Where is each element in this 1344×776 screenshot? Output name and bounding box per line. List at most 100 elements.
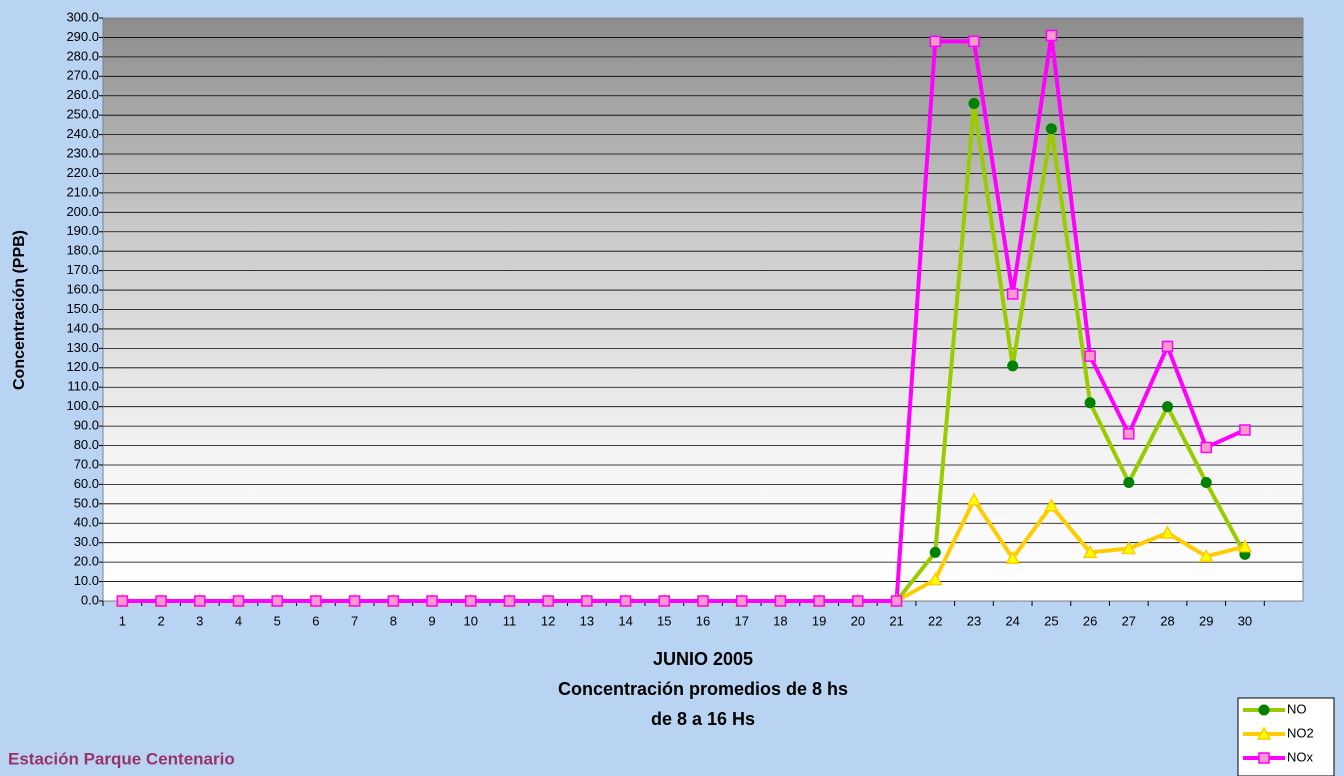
x-tick-label: 21 <box>889 613 903 628</box>
x-title: JUNIO 2005 <box>653 649 753 669</box>
y-tick-label: 140.0 <box>66 320 99 335</box>
y-tick-label: 250.0 <box>66 107 99 122</box>
x-tick-label: 8 <box>390 613 397 628</box>
marker <box>310 595 322 607</box>
x-tick-label: 1 <box>119 613 126 628</box>
x-tick-label: 7 <box>351 613 358 628</box>
y-tick-label: 240.0 <box>66 126 99 141</box>
marker <box>774 595 787 607</box>
x-tick-label: 9 <box>428 613 435 628</box>
marker <box>1045 29 1058 42</box>
marker <box>194 595 206 607</box>
y-tick-label: 80.0 <box>74 437 99 452</box>
y-tick-label: 150.0 <box>66 301 99 316</box>
marker <box>1160 525 1175 539</box>
x-tick-label: 19 <box>812 613 826 628</box>
x-tick-label: 30 <box>1238 613 1252 628</box>
marker <box>1200 441 1212 454</box>
y-tick-label: 110.0 <box>67 379 99 394</box>
marker <box>1198 548 1214 563</box>
x-tick-label: 15 <box>657 613 671 628</box>
marker <box>1123 476 1135 488</box>
y-tick-label: 30.0 <box>74 534 99 549</box>
y-tick-label: 170.0 <box>66 262 99 277</box>
marker <box>658 595 671 607</box>
marker <box>1162 401 1174 413</box>
marker <box>1123 428 1135 440</box>
x-tick-label: 11 <box>503 613 517 628</box>
marker <box>581 595 593 607</box>
y-tick-label: 210.0 <box>66 184 99 199</box>
x-tick-label: 2 <box>157 613 164 628</box>
marker <box>968 98 980 110</box>
marker <box>1121 540 1137 555</box>
y-tick-label: 300.0 <box>66 9 99 24</box>
x-tick-label: 22 <box>928 613 942 628</box>
marker <box>426 595 438 607</box>
x-tick-label: 3 <box>196 613 203 628</box>
marker <box>1082 544 1098 559</box>
marker <box>1161 340 1174 353</box>
marker <box>890 595 903 607</box>
marker <box>116 595 129 607</box>
marker <box>387 595 400 607</box>
y-tick-label: 10.0 <box>74 573 99 588</box>
marker <box>1237 539 1253 553</box>
y-tick-label: 0.0 <box>81 592 99 607</box>
x-tick-label: 28 <box>1160 613 1174 628</box>
x-subtitle: Concentración promedios de 8 hs <box>558 679 848 699</box>
marker <box>542 595 554 607</box>
x-tick-label: 4 <box>235 613 242 628</box>
marker <box>619 595 632 607</box>
marker <box>852 595 864 607</box>
y-tick-label: 280.0 <box>66 48 99 63</box>
y-tick-label: 50.0 <box>74 495 99 510</box>
marker <box>348 595 361 607</box>
station-label: Estación Parque Centenario <box>8 749 235 768</box>
x-tick-label: 23 <box>967 613 981 628</box>
x-tick-label: 26 <box>1083 613 1097 628</box>
marker <box>929 35 942 48</box>
marker <box>1005 550 1020 564</box>
x-tick-label: 20 <box>851 613 865 628</box>
legend-marker <box>1258 752 1270 764</box>
marker <box>968 35 980 48</box>
x-tick-label: 25 <box>1044 613 1058 628</box>
marker <box>966 492 982 506</box>
marker <box>1006 288 1019 300</box>
legend-marker <box>1258 704 1270 716</box>
y-tick-label: 90.0 <box>74 418 99 433</box>
marker <box>697 595 709 607</box>
x-tick-label: 14 <box>618 613 632 628</box>
x-tick-label: 24 <box>1005 613 1019 628</box>
y-tick-label: 180.0 <box>66 243 99 258</box>
marker <box>1045 123 1057 135</box>
x-subtitle: de 8 a 16 Hs <box>651 709 755 729</box>
y-tick-label: 200.0 <box>66 204 99 219</box>
marker <box>1084 397 1096 409</box>
marker <box>232 595 245 607</box>
x-tick-label: 6 <box>312 613 319 628</box>
x-tick-label: 5 <box>274 613 281 628</box>
x-tick-label: 10 <box>464 613 478 628</box>
legend-label: NO2 <box>1287 725 1314 740</box>
marker <box>1239 424 1251 436</box>
marker <box>271 595 283 607</box>
marker <box>503 595 516 607</box>
marker <box>1007 360 1019 372</box>
y-tick-label: 290.0 <box>66 29 99 44</box>
marker <box>929 546 941 558</box>
y-tick-label: 270.0 <box>66 68 99 83</box>
y-tick-label: 70.0 <box>74 456 99 471</box>
legend-label: NOx <box>1287 749 1314 764</box>
series-line <box>122 33 1246 603</box>
y-tick-label: 40.0 <box>74 515 99 530</box>
legend-marker <box>1256 726 1272 740</box>
marker <box>927 572 943 586</box>
y-tick-label: 120.0 <box>66 359 99 374</box>
y-tick-label: 160.0 <box>66 282 99 297</box>
marker <box>1044 498 1059 512</box>
x-tick-label: 13 <box>580 613 594 628</box>
